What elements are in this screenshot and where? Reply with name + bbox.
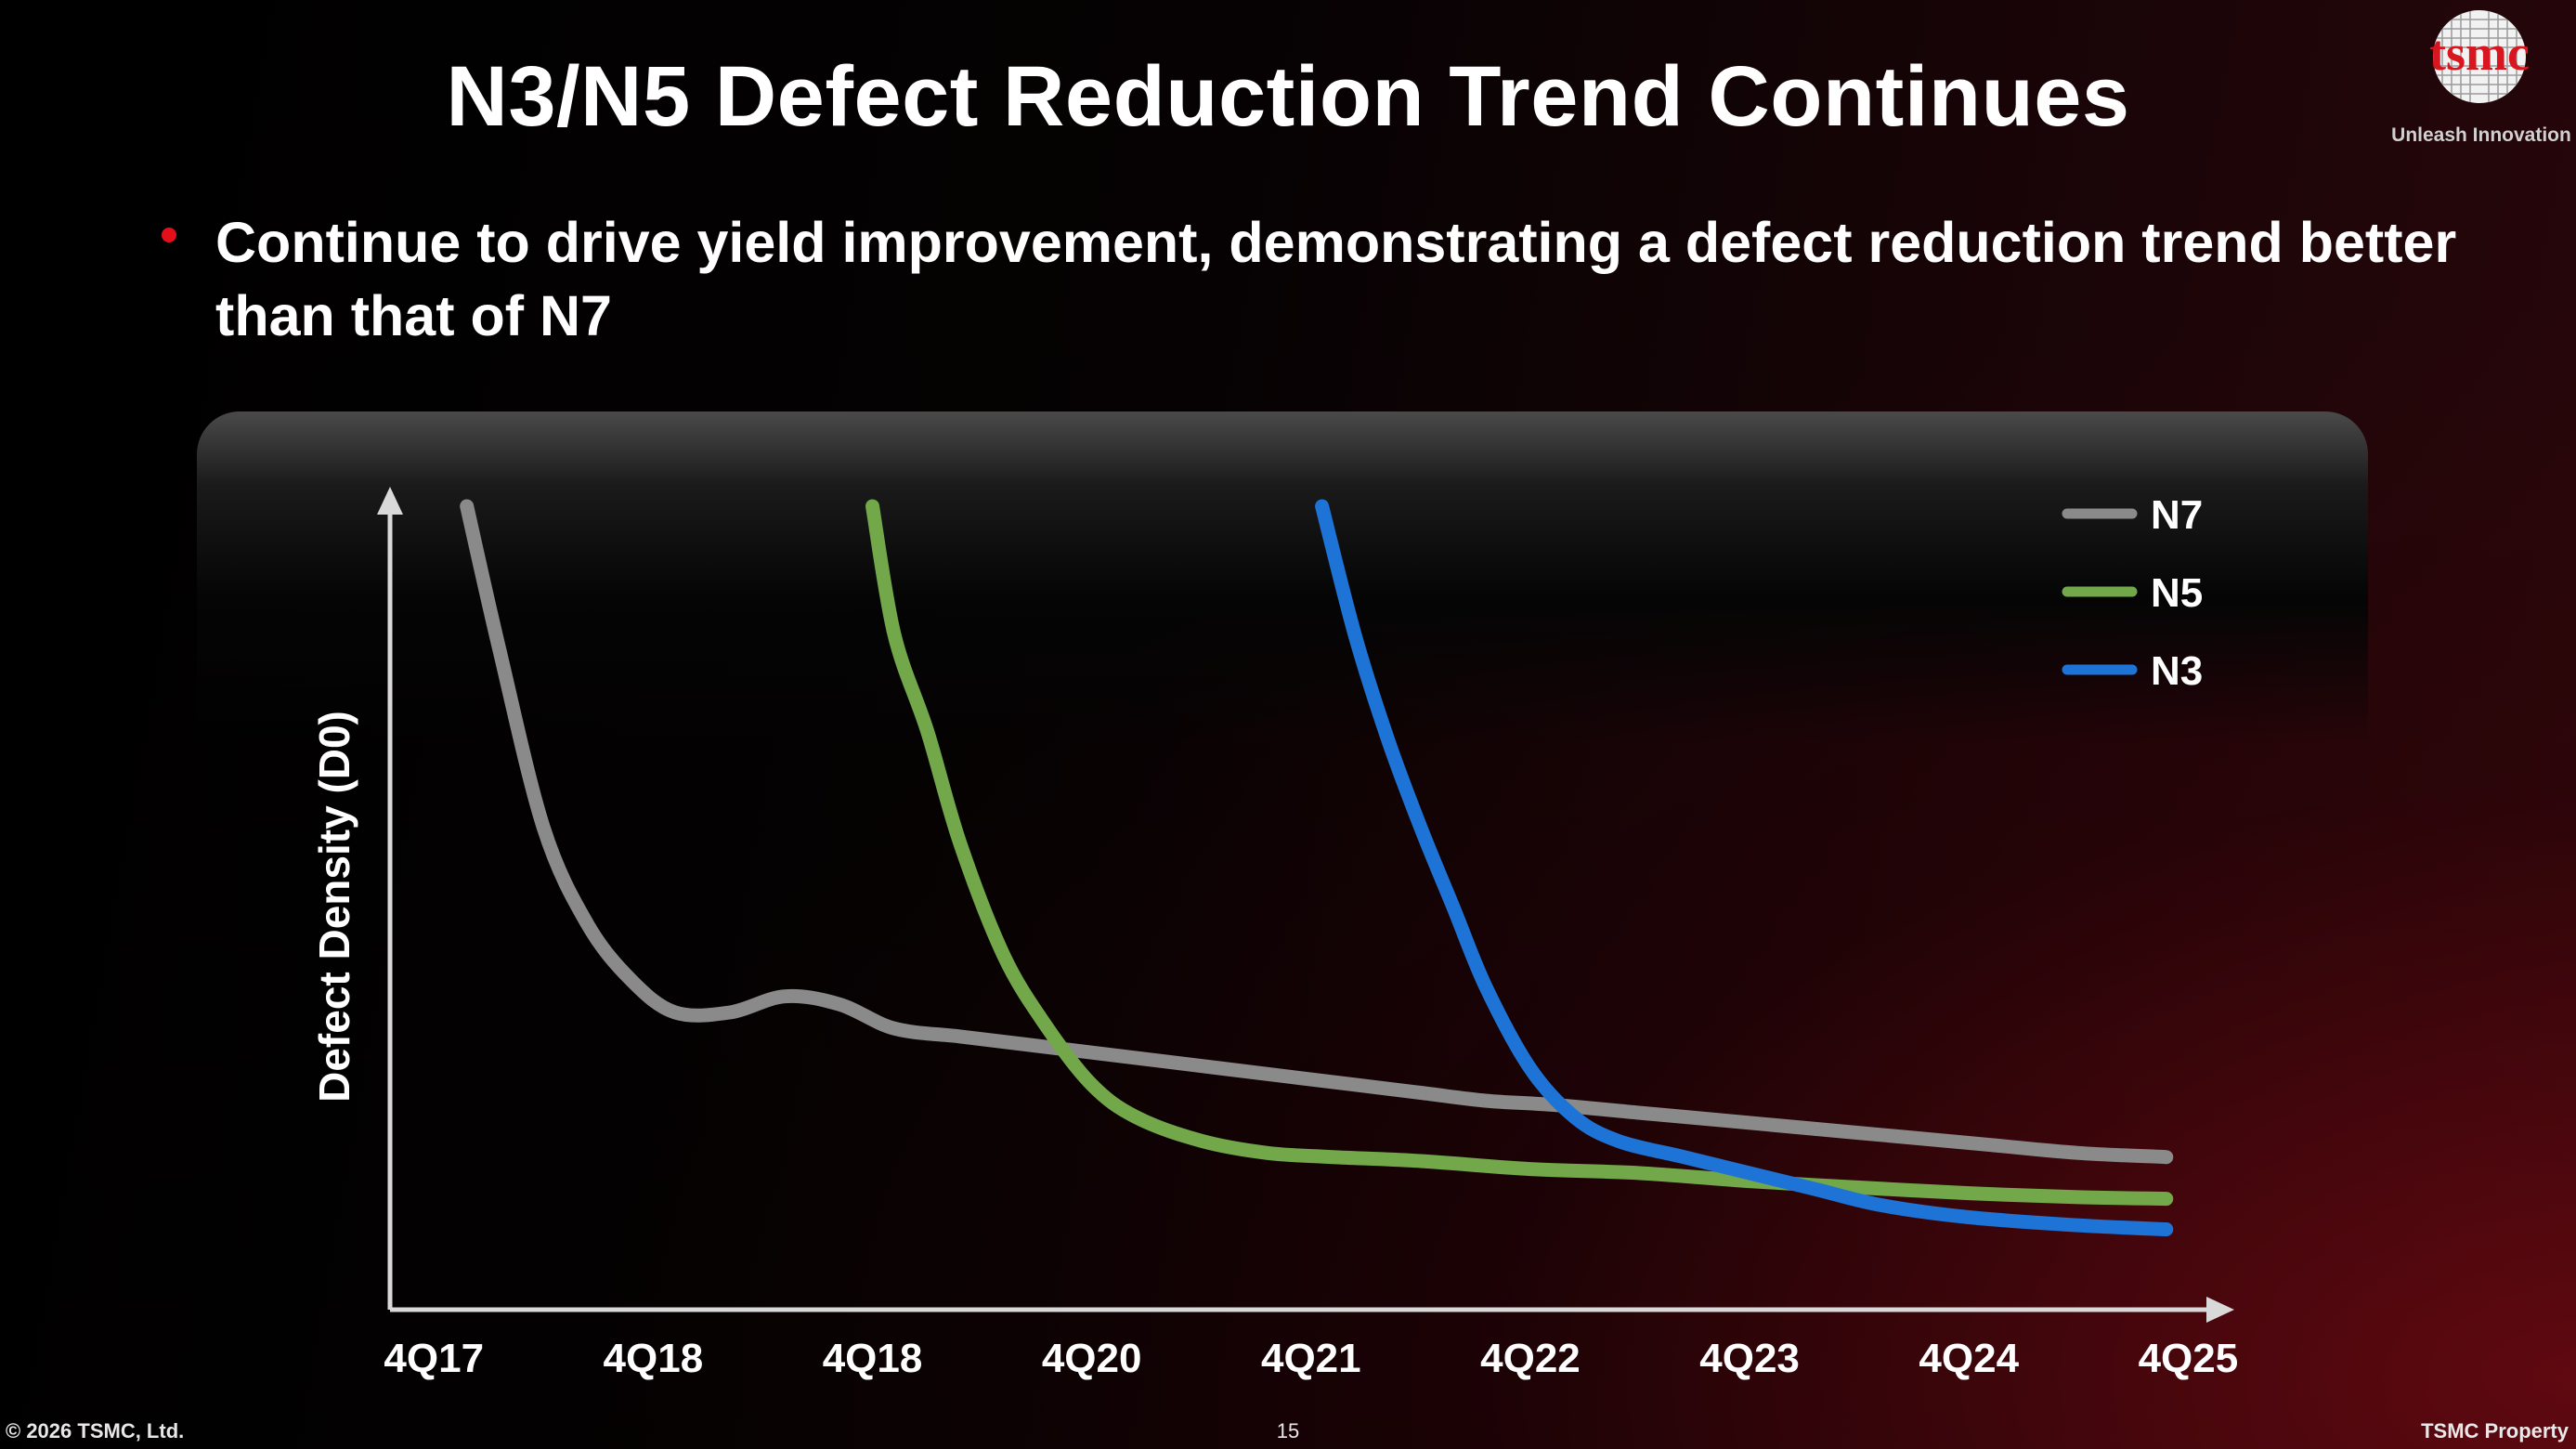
x-tick-label: 4Q23 [1699,1336,1800,1381]
legend-label-n7: N7 [2151,492,2203,538]
tsmc-logo: tsmc [2429,10,2530,103]
y-axis-label: Defect Density (D0) [310,711,358,1103]
bullet-text: Continue to drive yield improvement, dem… [215,211,2457,347]
footer-page-number: 15 [1276,1419,1300,1442]
x-tick-label: 4Q22 [1480,1336,1581,1381]
series-line-n3 [1315,499,2174,1236]
footer-copyright: © 2026 TSMC, Ltd. [6,1419,185,1442]
x-tick-label: 4Q25 [2139,1336,2239,1381]
legend-label-n5: N5 [2151,570,2203,616]
footer-property: TSMC Property [2421,1419,2569,1442]
slide-title: N3/N5 Defect Reduction Trend Continues [446,49,2130,144]
logo-wordmark: tsmc [2429,25,2530,81]
series-line-n5 [865,499,2174,1207]
x-tick-label: 4Q21 [1261,1336,1361,1381]
series-line-n7 [460,499,2174,1165]
logo-tagline: Unleash Innovation [2391,124,2571,146]
x-tick-label: 4Q18 [823,1336,923,1381]
y-axis-arrow-icon [377,487,403,515]
x-tick-label: 4Q17 [384,1336,484,1381]
x-tick-label: 4Q18 [604,1336,704,1381]
legend-label-n3: N3 [2151,648,2203,694]
bullet-marker [162,228,176,242]
x-tick-label: 4Q20 [1042,1336,1142,1381]
x-tick-label: 4Q24 [1919,1336,2019,1381]
x-axis-arrow-icon [2206,1297,2234,1323]
